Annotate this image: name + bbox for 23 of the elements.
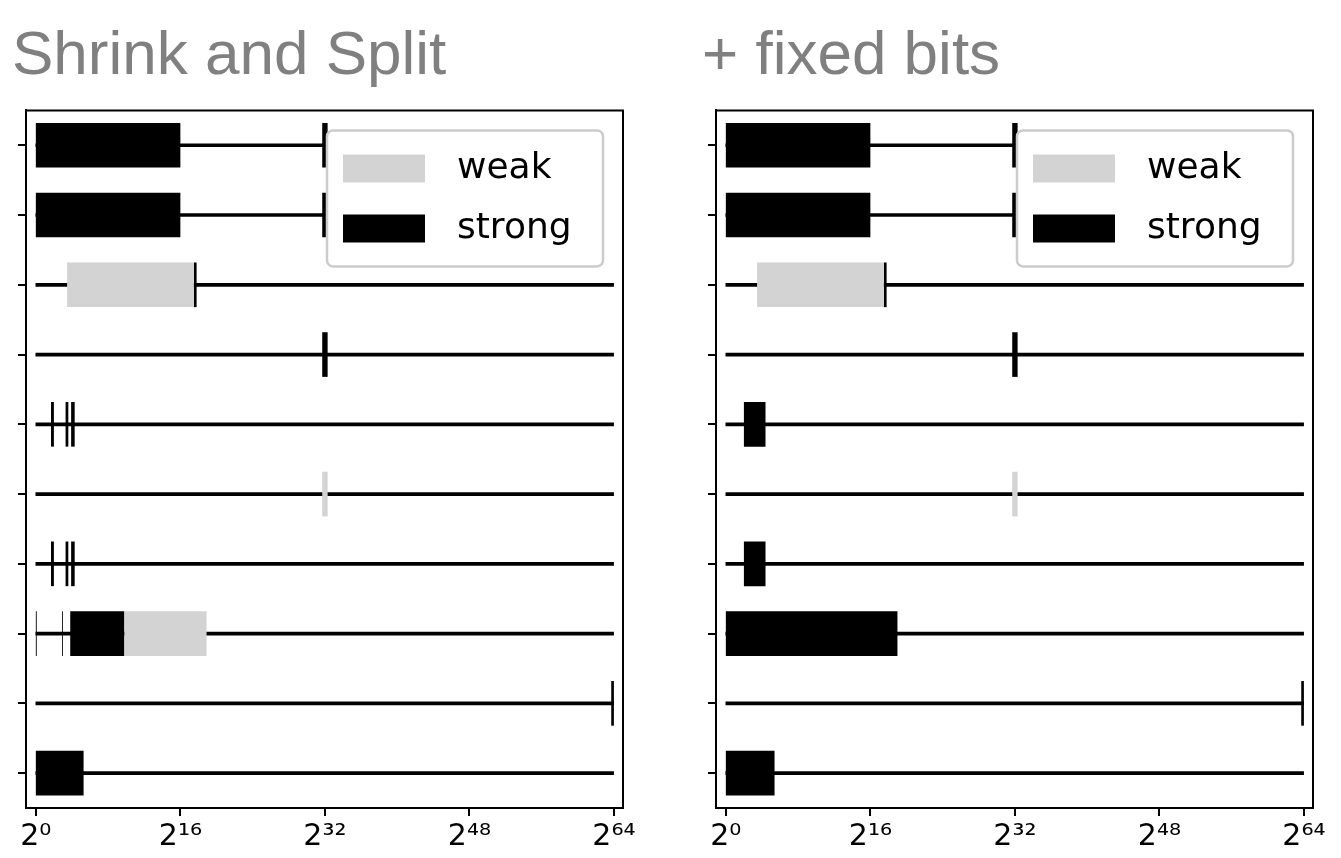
x-tick-label: 2⁶⁴ [592,816,636,852]
chart-title: + fixed bits [702,18,1001,88]
bar [67,262,194,308]
x-tick-label: 2⁴⁸ [447,816,491,852]
bar [124,611,207,656]
x-tick-label: 2⁰ [710,816,742,852]
x-tick-label: 2⁰ [20,816,52,852]
x-tick-label: 2³² [993,816,1037,852]
legend-label: strong [457,204,572,246]
x-tick-label: 2¹⁶ [848,816,892,852]
bar [1012,471,1018,517]
chart-title: Shrink and Split [12,18,447,88]
bar [757,262,884,308]
bar [322,471,328,517]
legend-label: weak [457,144,552,186]
x-tick-label: 2¹⁶ [158,816,202,852]
legend-label: weak [1147,144,1242,186]
bar [725,492,1304,496]
x-tick-label: 2⁶⁴ [1282,816,1326,852]
legend-label: strong [1147,204,1262,246]
x-tick-label: 2⁴⁸ [1137,816,1181,852]
bar [35,492,614,496]
x-tick-label: 2³² [303,816,347,852]
